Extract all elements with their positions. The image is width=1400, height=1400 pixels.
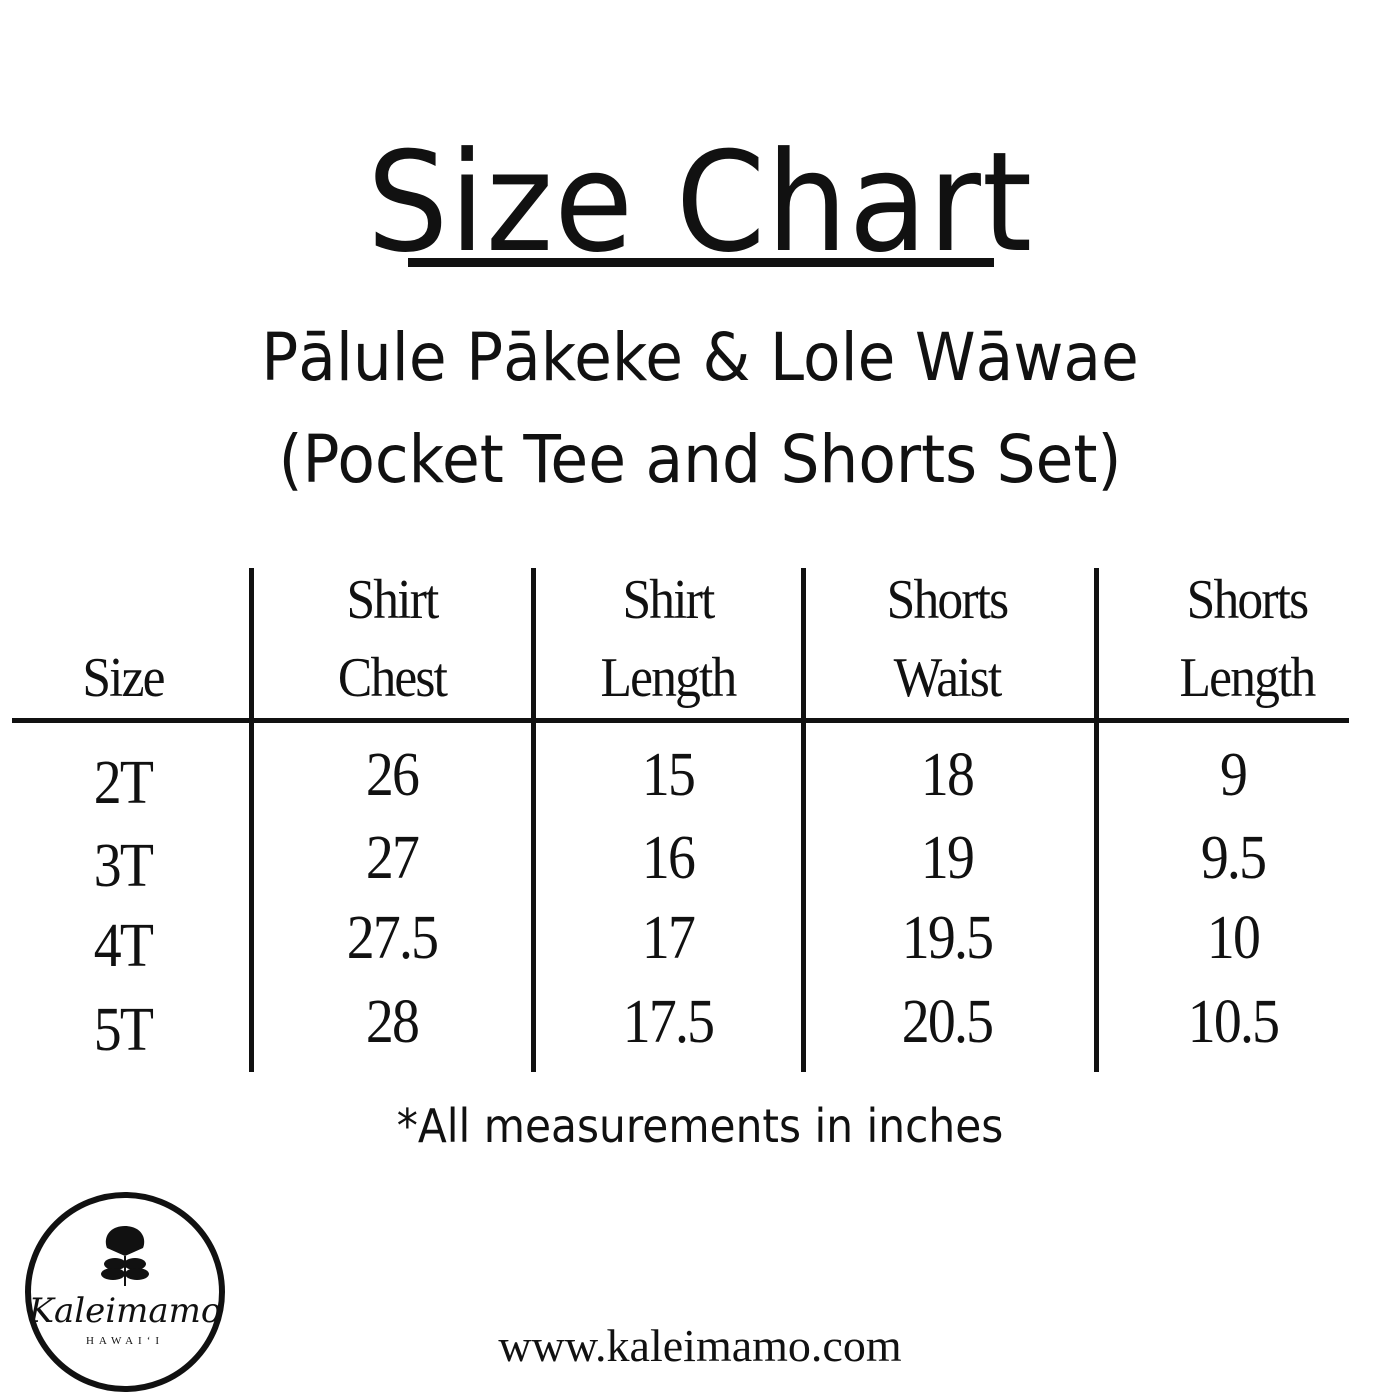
cell-shirt-chest: 27: [365, 824, 420, 892]
website-link[interactable]: www.kaleimamo.com: [498, 1320, 902, 1371]
cell-shirt-length: 17.5: [622, 988, 715, 1056]
cell-shirt-length: 15: [641, 741, 696, 809]
header-divider: [12, 718, 1349, 723]
column-divider: [531, 568, 536, 1072]
cell-shorts-waist: 19.5: [901, 904, 994, 972]
cell-size: 3T: [93, 832, 154, 900]
page-title: Size Chart: [366, 122, 1034, 283]
logo-brand-text: Kaleimamo: [31, 1291, 219, 1331]
header-shirt-chest-line2: Chest: [337, 647, 448, 709]
header-shirt-length-line1: Shirt: [622, 569, 715, 631]
header-shirt-length-line2: Length: [600, 647, 738, 709]
column-divider: [1094, 568, 1099, 1072]
header-shorts-waist-line1: Shorts: [886, 569, 1010, 631]
cell-shirt-length: 17: [641, 904, 696, 972]
cell-shirt-length: 16: [641, 824, 696, 892]
title-underline: [408, 258, 994, 267]
header-size-line2: Size: [82, 647, 165, 709]
cell-shorts-waist: 19: [920, 824, 975, 892]
cell-shorts-waist: 20.5: [901, 988, 994, 1056]
cell-shirt-chest: 28: [365, 988, 420, 1056]
cell-size: 2T: [93, 749, 154, 817]
cell-shirt-chest: 26: [365, 741, 420, 809]
cell-size: 5T: [93, 996, 154, 1064]
logo-tagline: HAWAIʻI: [86, 1335, 164, 1347]
header-shorts-length-line1: Shorts: [1186, 569, 1310, 631]
header-shorts-length-line2: Length: [1179, 647, 1317, 709]
flower-icon: Kaleimamo HAWAIʻI: [28, 1226, 221, 1347]
header-shorts-waist-line2: Waist: [893, 647, 1003, 709]
column-divider: [249, 568, 254, 1072]
subtitle-english: (Pocket Tee and Shorts Set): [278, 421, 1122, 498]
cell-shorts-length: 9.5: [1200, 824, 1267, 892]
cell-shorts-length: 10: [1206, 904, 1261, 972]
measurement-note: *All measurements in inches: [396, 1099, 1004, 1153]
brand-logo: Kaleimamo HAWAIʻI: [25, 1192, 225, 1392]
cell-size: 4T: [93, 912, 154, 980]
subtitle-hawaiian: Pālule Pākeke & Lole Wāwae: [261, 319, 1139, 396]
cell-shirt-chest: 27.5: [346, 904, 439, 972]
cell-shorts-length: 10.5: [1187, 988, 1280, 1056]
header-shirt-chest-line1: Shirt: [346, 569, 439, 631]
column-divider: [801, 568, 806, 1072]
cell-shorts-length: 9: [1219, 741, 1248, 809]
cell-shorts-waist: 18: [920, 741, 975, 809]
